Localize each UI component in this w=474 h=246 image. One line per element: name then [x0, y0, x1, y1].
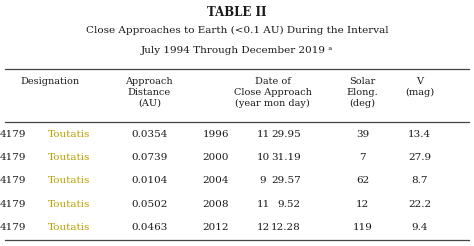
- Text: 1996: 1996: [202, 130, 229, 138]
- Text: 9.4: 9.4: [411, 223, 428, 232]
- Text: Toutatis: Toutatis: [47, 200, 90, 209]
- Text: 8.7: 8.7: [411, 176, 428, 185]
- Text: V
(mag): V (mag): [405, 77, 434, 97]
- Text: Designation: Designation: [20, 77, 79, 87]
- Text: Toutatis: Toutatis: [47, 130, 90, 138]
- Text: 22.2: 22.2: [408, 200, 431, 209]
- Text: 7: 7: [359, 153, 366, 162]
- Text: 31.19: 31.19: [271, 153, 301, 162]
- Text: 39: 39: [356, 130, 369, 138]
- Text: 2008: 2008: [202, 200, 229, 209]
- Text: 2004: 2004: [202, 176, 229, 185]
- Text: Toutatis: Toutatis: [47, 153, 90, 162]
- Text: 0.0354: 0.0354: [131, 130, 167, 138]
- Text: TABLE II: TABLE II: [207, 6, 267, 19]
- Text: Toutatis: Toutatis: [47, 223, 90, 232]
- Text: 0.0463: 0.0463: [131, 223, 167, 232]
- Text: 9: 9: [260, 176, 266, 185]
- Text: 10: 10: [256, 153, 270, 162]
- Text: 4179: 4179: [0, 223, 26, 232]
- Text: 0.0104: 0.0104: [131, 176, 167, 185]
- Text: 12.28: 12.28: [271, 223, 301, 232]
- Text: 4179: 4179: [0, 130, 26, 138]
- Text: 13.4: 13.4: [408, 130, 431, 138]
- Text: 11: 11: [256, 200, 270, 209]
- Text: 12: 12: [256, 223, 270, 232]
- Text: 4179: 4179: [0, 176, 26, 185]
- Text: Approach
Distance
(AU): Approach Distance (AU): [126, 77, 173, 108]
- Text: 4179: 4179: [0, 153, 26, 162]
- Text: 4179: 4179: [0, 200, 26, 209]
- Text: 2012: 2012: [202, 223, 229, 232]
- Text: Solar
Elong.
(deg): Solar Elong. (deg): [347, 77, 378, 108]
- Text: Toutatis: Toutatis: [47, 176, 90, 185]
- Text: Close Approaches to Earth (<0.1 AU) During the Interval: Close Approaches to Earth (<0.1 AU) Duri…: [86, 26, 388, 35]
- Text: 29.57: 29.57: [271, 176, 301, 185]
- Text: 11: 11: [256, 130, 270, 138]
- Text: 12: 12: [356, 200, 369, 209]
- Text: Date of
Close Approach
(year mon day): Date of Close Approach (year mon day): [234, 77, 311, 108]
- Text: 0.0502: 0.0502: [131, 200, 167, 209]
- Text: July 1994 Through December 2019 ᵃ: July 1994 Through December 2019 ᵃ: [141, 46, 333, 55]
- Text: 29.95: 29.95: [271, 130, 301, 138]
- Text: 9.52: 9.52: [278, 200, 301, 209]
- Text: 2000: 2000: [202, 153, 229, 162]
- Text: 119: 119: [353, 223, 373, 232]
- Text: 0.0739: 0.0739: [131, 153, 167, 162]
- Text: 62: 62: [356, 176, 369, 185]
- Text: 27.9: 27.9: [408, 153, 431, 162]
